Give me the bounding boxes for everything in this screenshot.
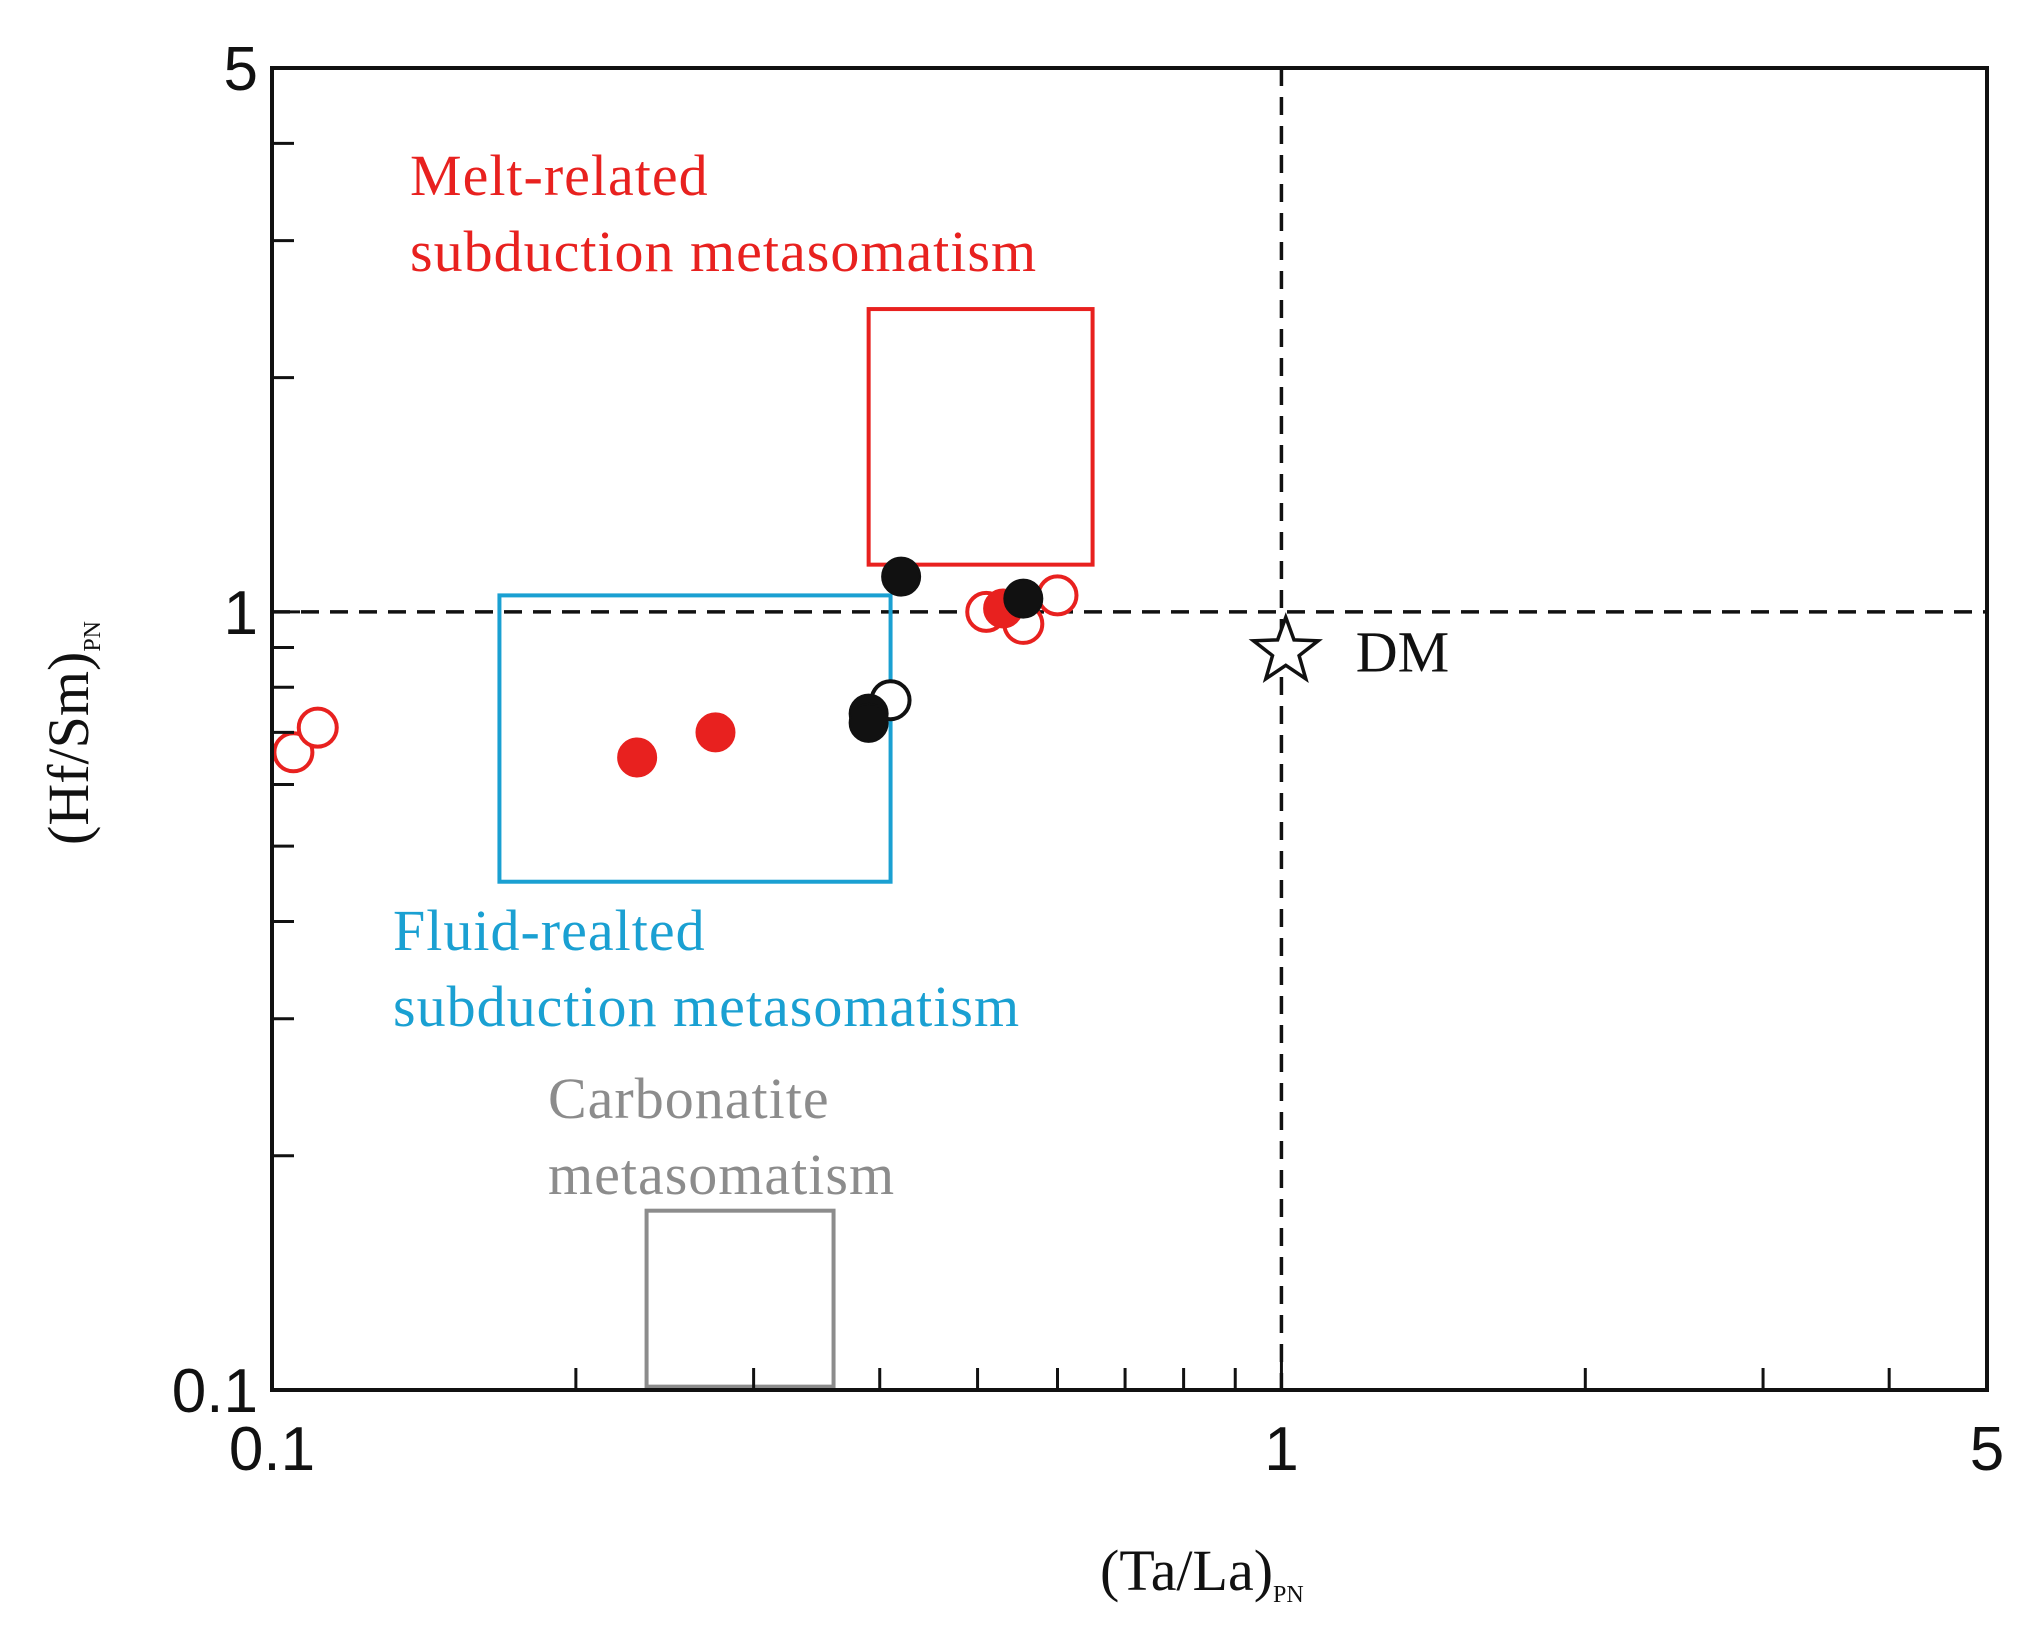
- axis-ticks: [270, 66, 1989, 1392]
- y-axis-title-main: (Hf/Sm): [36, 652, 101, 845]
- dm-star-icon: [1248, 612, 1323, 683]
- metasomatism-fields: Melt-related subduction metasomatism Fluid…: [393, 143, 1095, 1389]
- carbonatite-field-label: metasomatism: [548, 1142, 895, 1207]
- y-axis-title: (Hf/Sm)PN: [36, 621, 106, 845]
- x-axis-title: (Ta/La)PN: [1100, 1538, 1304, 1608]
- filled-data-point: [881, 556, 922, 597]
- reference-lines: [272, 68, 1987, 1390]
- x-tick-label: 5: [1970, 1415, 2004, 1484]
- filled-data-point: [848, 702, 889, 743]
- fluid-field-label: Fluid-realted: [393, 898, 706, 963]
- open-data-point: [1036, 574, 1079, 617]
- melt-field-box: [866, 307, 1095, 567]
- y-tick-label: 5: [224, 35, 258, 104]
- y-tick-label: 1: [224, 579, 258, 648]
- plot-frame: [270, 66, 1989, 1392]
- data-points: [272, 556, 1079, 778]
- dm-reference: DM: [1248, 612, 1449, 684]
- y-axis-title-sub: PN: [80, 621, 106, 652]
- open-data-point: [296, 706, 339, 749]
- melt-field-label: subduction metasomatism: [410, 219, 1037, 284]
- x-axis-title-sub: PN: [1273, 1582, 1304, 1608]
- y-tick-label: 0.1: [172, 1357, 258, 1426]
- tick-labels: 0.1 1 5 0.1 1 5: [172, 35, 2004, 1484]
- carbonatite-field-box: [644, 1208, 836, 1389]
- filled-data-point: [695, 712, 736, 753]
- filled-data-point: [1003, 578, 1044, 619]
- dm-label: DM: [1356, 619, 1449, 684]
- fluid-field-label: subduction metasomatism: [393, 974, 1020, 1039]
- carbonatite-field-label: Carbonatite: [548, 1066, 830, 1131]
- fluid-field-box: [497, 593, 893, 884]
- x-axis-title-main: (Ta/La): [1100, 1538, 1273, 1603]
- melt-field-label: Melt-related: [410, 143, 709, 208]
- filled-data-point: [617, 737, 658, 778]
- x-tick-label: 1: [1264, 1415, 1298, 1484]
- x-tick-label: 0.1: [229, 1415, 315, 1484]
